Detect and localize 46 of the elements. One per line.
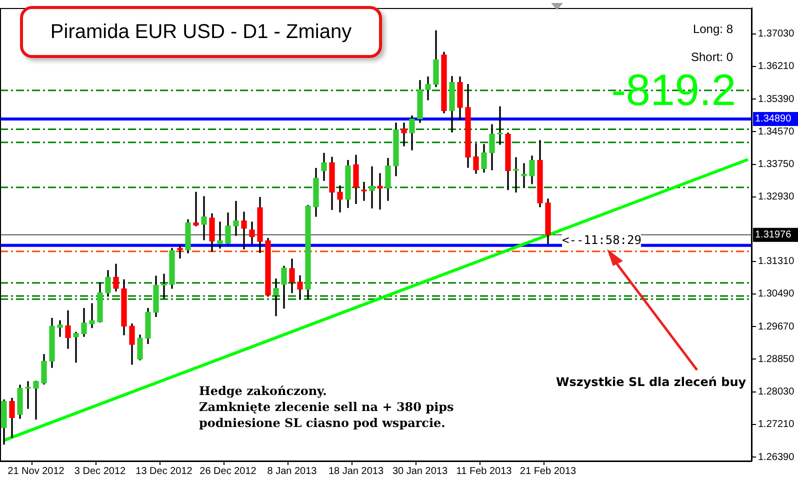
y-tick-label: 1.30490 xyxy=(758,288,795,300)
y-tick-label: 1.27210 xyxy=(758,419,795,430)
y-tick-label: 1.36210 xyxy=(758,61,795,72)
y-tick-label: 1.31310 xyxy=(758,256,795,268)
candlestick xyxy=(401,122,407,146)
y-tick-label: 1.28850 xyxy=(758,354,795,365)
x-tick-label: 30 Jan 2013 xyxy=(392,466,448,477)
candlestick xyxy=(521,163,527,188)
candlestick xyxy=(89,303,95,328)
candlestick xyxy=(25,381,31,409)
annotation: Short: 0 xyxy=(690,50,733,64)
x-tick-label: 13 Dec 2012 xyxy=(136,466,193,477)
candlestick xyxy=(161,274,167,299)
annotation: Wszystkie SL dla zleceń buy xyxy=(556,375,746,389)
candlestick xyxy=(497,106,503,145)
x-tick-label: 18 Jan 2013 xyxy=(328,466,384,477)
candlestick xyxy=(177,246,183,258)
candlestick xyxy=(33,380,39,420)
x-tick-label: 21 Feb 2013 xyxy=(520,466,577,477)
candlestick xyxy=(193,192,199,226)
ref-line-label: 1.34890 xyxy=(755,114,792,125)
candlestick xyxy=(57,320,63,337)
candlestick xyxy=(361,182,367,201)
candlestick xyxy=(273,278,279,316)
text: Piramida EUR USD - D1 - Zmiany xyxy=(20,6,382,58)
candlestick xyxy=(377,173,383,210)
y-tick-label: 1.29670 xyxy=(758,321,795,332)
annotation: Long: 8 xyxy=(692,22,733,36)
y-tick-label: 1.33750 xyxy=(758,159,795,170)
candlestick xyxy=(369,166,375,208)
candlestick xyxy=(513,157,519,192)
x-tick-label: 11 Feb 2013 xyxy=(456,466,512,477)
candlestick xyxy=(73,332,79,363)
y-tick-label: 1.26390 xyxy=(758,452,795,463)
x-tick-label: 3 Dec 2012 xyxy=(74,466,126,477)
y-tick-label: 1.35390 xyxy=(758,94,795,105)
annotation: <--11:58:29 xyxy=(562,233,642,247)
y-tick-label: 1.37030 xyxy=(758,28,795,40)
annotation: Hedge zakończony. Zamknięte zlecenie sell na + 380 pips podniesione SL ciasno pod wsparcie. xyxy=(199,383,454,431)
y-tick-label: 1.28030 xyxy=(758,386,795,398)
ref-line-label: 1.31976 xyxy=(755,230,792,241)
y-tick-label: 1.32930 xyxy=(758,192,795,203)
x-tick-label: 21 Nov 2012 xyxy=(8,466,65,477)
y-tick-label: 1.34570 xyxy=(758,126,795,138)
x-tick-label: 26 Dec 2012 xyxy=(200,466,257,477)
x-tick-label: 8 Jan 2013 xyxy=(267,466,318,477)
